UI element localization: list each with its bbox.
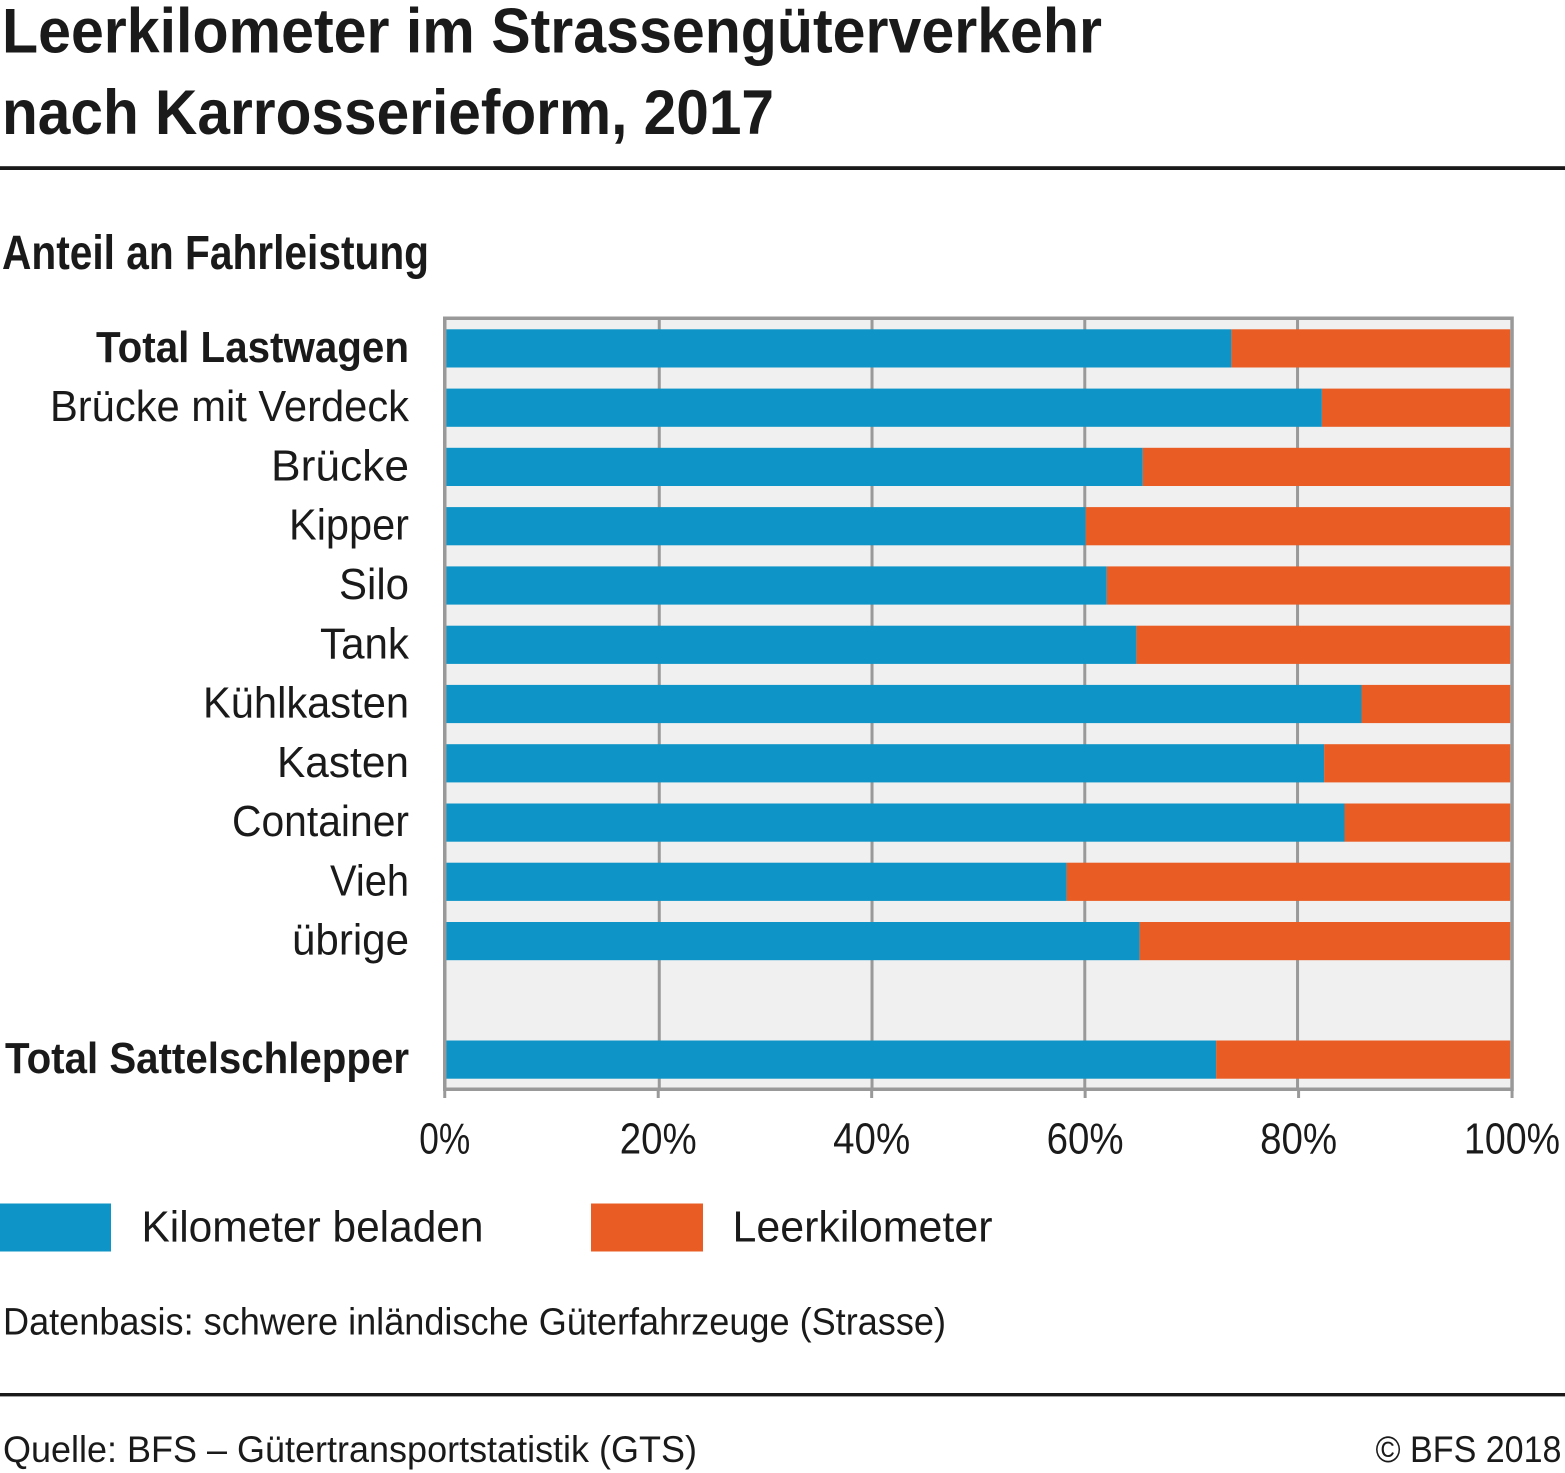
svg-text:Datenbasis: schwere inländisch: Datenbasis: schwere inländische Güterfah…: [3, 1302, 946, 1344]
svg-text:Quelle: BFS – Gütertransportst: Quelle: BFS – Gütertransportstatistik (G…: [3, 1428, 697, 1470]
svg-text:Kilometer beladen: Kilometer beladen: [142, 1202, 484, 1251]
svg-text:40%: 40%: [833, 1115, 910, 1164]
svg-text:Tank: Tank: [320, 619, 410, 668]
svg-text:0%: 0%: [419, 1115, 470, 1164]
svg-text:Silo: Silo: [339, 560, 409, 609]
svg-text:Anteil an Fahrleistung: Anteil an Fahrleistung: [2, 227, 429, 280]
svg-text:Vieh: Vieh: [330, 856, 409, 905]
svg-text:übrige: übrige: [292, 916, 409, 965]
svg-text:20%: 20%: [620, 1115, 697, 1164]
svg-text:Leerkilometer im Strassengüter: Leerkilometer im Strassengüterverkehr: [2, 0, 1102, 67]
svg-text:Container: Container: [232, 797, 409, 846]
svg-text:Brücke: Brücke: [271, 441, 409, 490]
svg-text:100%: 100%: [1464, 1115, 1560, 1164]
svg-text:Kühlkasten: Kühlkasten: [203, 679, 409, 728]
svg-text:Brücke mit Verdeck: Brücke mit Verdeck: [50, 382, 410, 431]
svg-text:80%: 80%: [1260, 1115, 1337, 1164]
svg-text:nach Karrosserieform, 2017: nach Karrosserieform, 2017: [2, 78, 774, 148]
svg-text:Kipper: Kipper: [289, 501, 409, 550]
svg-text:© BFS 2018: © BFS 2018: [1376, 1428, 1562, 1470]
svg-text:Leerkilometer: Leerkilometer: [733, 1202, 993, 1251]
svg-text:Kasten: Kasten: [277, 738, 409, 787]
svg-text:Total Lastwagen: Total Lastwagen: [96, 323, 409, 372]
svg-text:Total Sattelschlepper: Total Sattelschlepper: [5, 1034, 409, 1083]
svg-text:60%: 60%: [1047, 1115, 1124, 1164]
